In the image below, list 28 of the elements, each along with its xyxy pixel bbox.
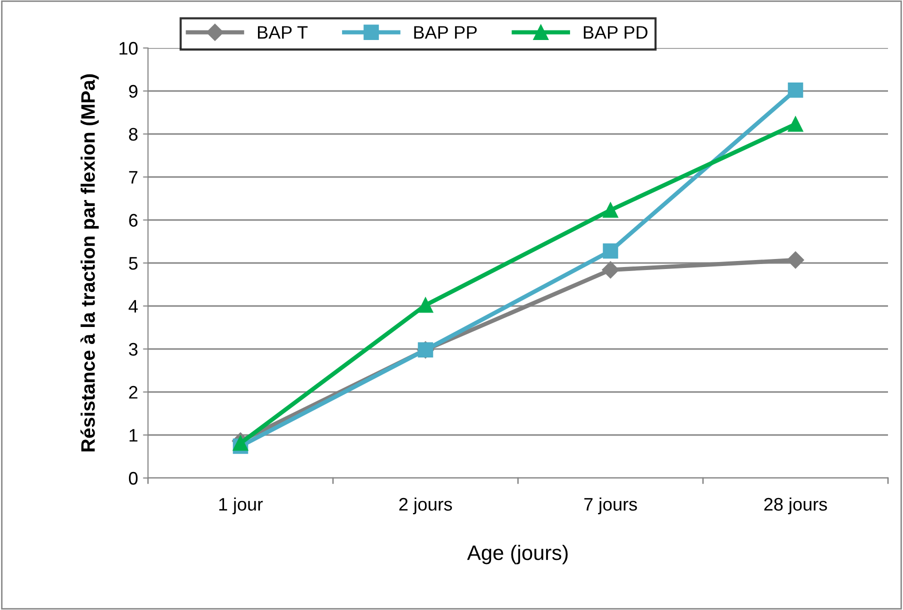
y-tick-label: 4 (128, 300, 138, 313)
point (786, 251, 804, 269)
y-tick-label: 3 (128, 342, 138, 356)
x-axis-title: Age (jours) (467, 544, 568, 564)
y-tick-label: 6 (129, 214, 138, 227)
x-tick-label: 2 jours (399, 497, 452, 514)
point (788, 82, 804, 98)
y-tick-label: 1 (130, 429, 138, 442)
y-tick-label: 9 (129, 84, 138, 98)
point (602, 243, 618, 259)
legend-label: BAP T (258, 26, 308, 39)
y-tick-label: 5 (128, 257, 138, 270)
point (232, 436, 248, 451)
x-tick-label: 7 jours (584, 497, 637, 514)
point (418, 298, 434, 313)
y-axis-title: Résistance à la traction par flexion (MPa) (80, 74, 99, 452)
x-tick-label: 1 jour (219, 497, 263, 514)
y-tick-label: 0 (128, 472, 138, 485)
y-tick-label: 7 (129, 171, 138, 184)
point (602, 202, 618, 218)
y-tick-label: 2 (129, 386, 138, 399)
x-tick-label: 28 jours (764, 497, 827, 514)
y-tick-label: 8 (129, 128, 138, 141)
legend-label: BAP PD (584, 26, 648, 39)
point (602, 261, 620, 278)
y-tick-label: 10 (120, 42, 138, 55)
legend-label: BAP PP (414, 26, 477, 39)
point (788, 116, 804, 132)
